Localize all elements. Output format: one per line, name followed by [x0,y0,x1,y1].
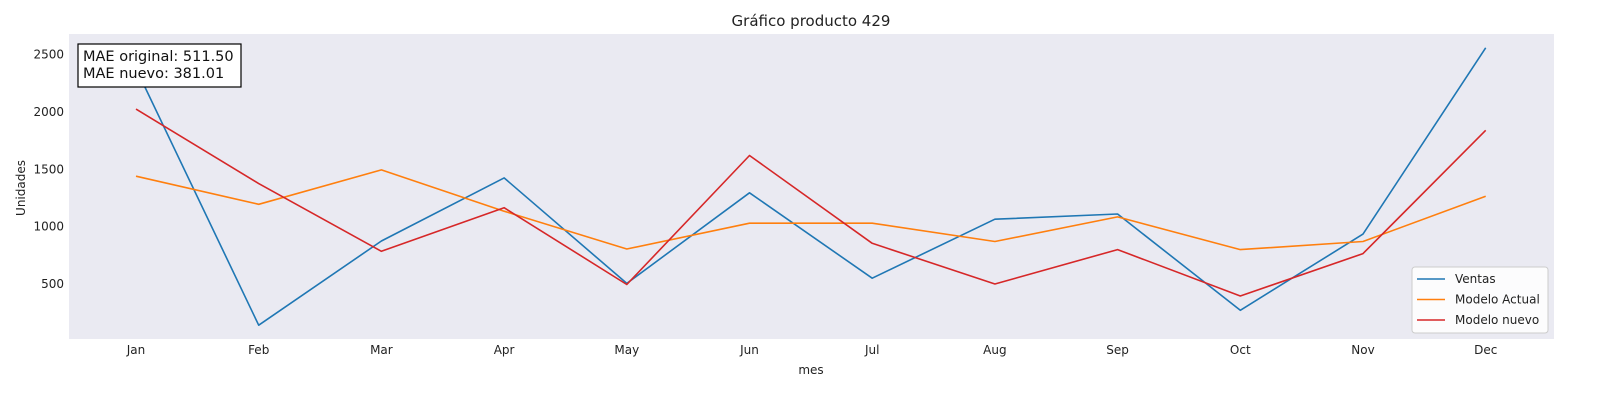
series-lines [135,47,1487,327]
legend-box [1411,266,1549,334]
x-tick-label: Oct [1230,343,1251,357]
legend: Ventas Modelo Actual Modelo nuevo [1411,266,1549,334]
x-axis-ticks: Jan Feb Mar Apr May Jun Jul Aug Sep Oct Nov Dec [126,343,1498,357]
legend-label-2: Modelo nuevo [1455,313,1539,327]
plot-area [69,34,1554,339]
x-tick-label: Aug [983,343,1006,357]
series-line-0 [135,47,1487,327]
x-tick-label: Jan [126,343,146,357]
series-line-1 [135,169,1486,251]
series-line-2 [135,108,1487,297]
x-tick-label: Mar [370,343,393,357]
y-tick-label: 1000 [33,220,64,234]
x-tick-label: Nov [1351,343,1374,357]
mae-annotation: MAE original: 511.50 MAE nuevo: 381.01 [77,43,242,88]
annotation-line-original: MAE original: 511.50 [83,49,234,65]
y-tick-label: 500 [41,277,64,291]
annotation-box [77,43,242,88]
y-tick-label: 2500 [33,48,64,62]
x-tick-label: Jun [739,343,759,357]
annotation-line-nuevo: MAE nuevo: 381.01 [83,66,224,82]
y-tick-label: 1500 [33,162,64,176]
y-axis-ticks: 500 1000 1500 2000 2500 [33,48,64,291]
x-tick-label: Apr [494,343,515,357]
y-axis-label: Unidades [14,160,28,216]
chart-title: Gráfico producto 429 [732,12,891,30]
x-axis-label: mes [798,363,823,377]
x-tick-label: Jul [864,343,879,357]
legend-label-1: Modelo Actual [1455,293,1540,307]
legend-label-0: Ventas [1455,272,1496,286]
x-tick-label: May [614,343,639,357]
y-tick-label: 2000 [33,105,64,119]
x-tick-label: Sep [1106,343,1129,357]
x-tick-label: Feb [248,343,269,357]
x-tick-label: Dec [1474,343,1497,357]
